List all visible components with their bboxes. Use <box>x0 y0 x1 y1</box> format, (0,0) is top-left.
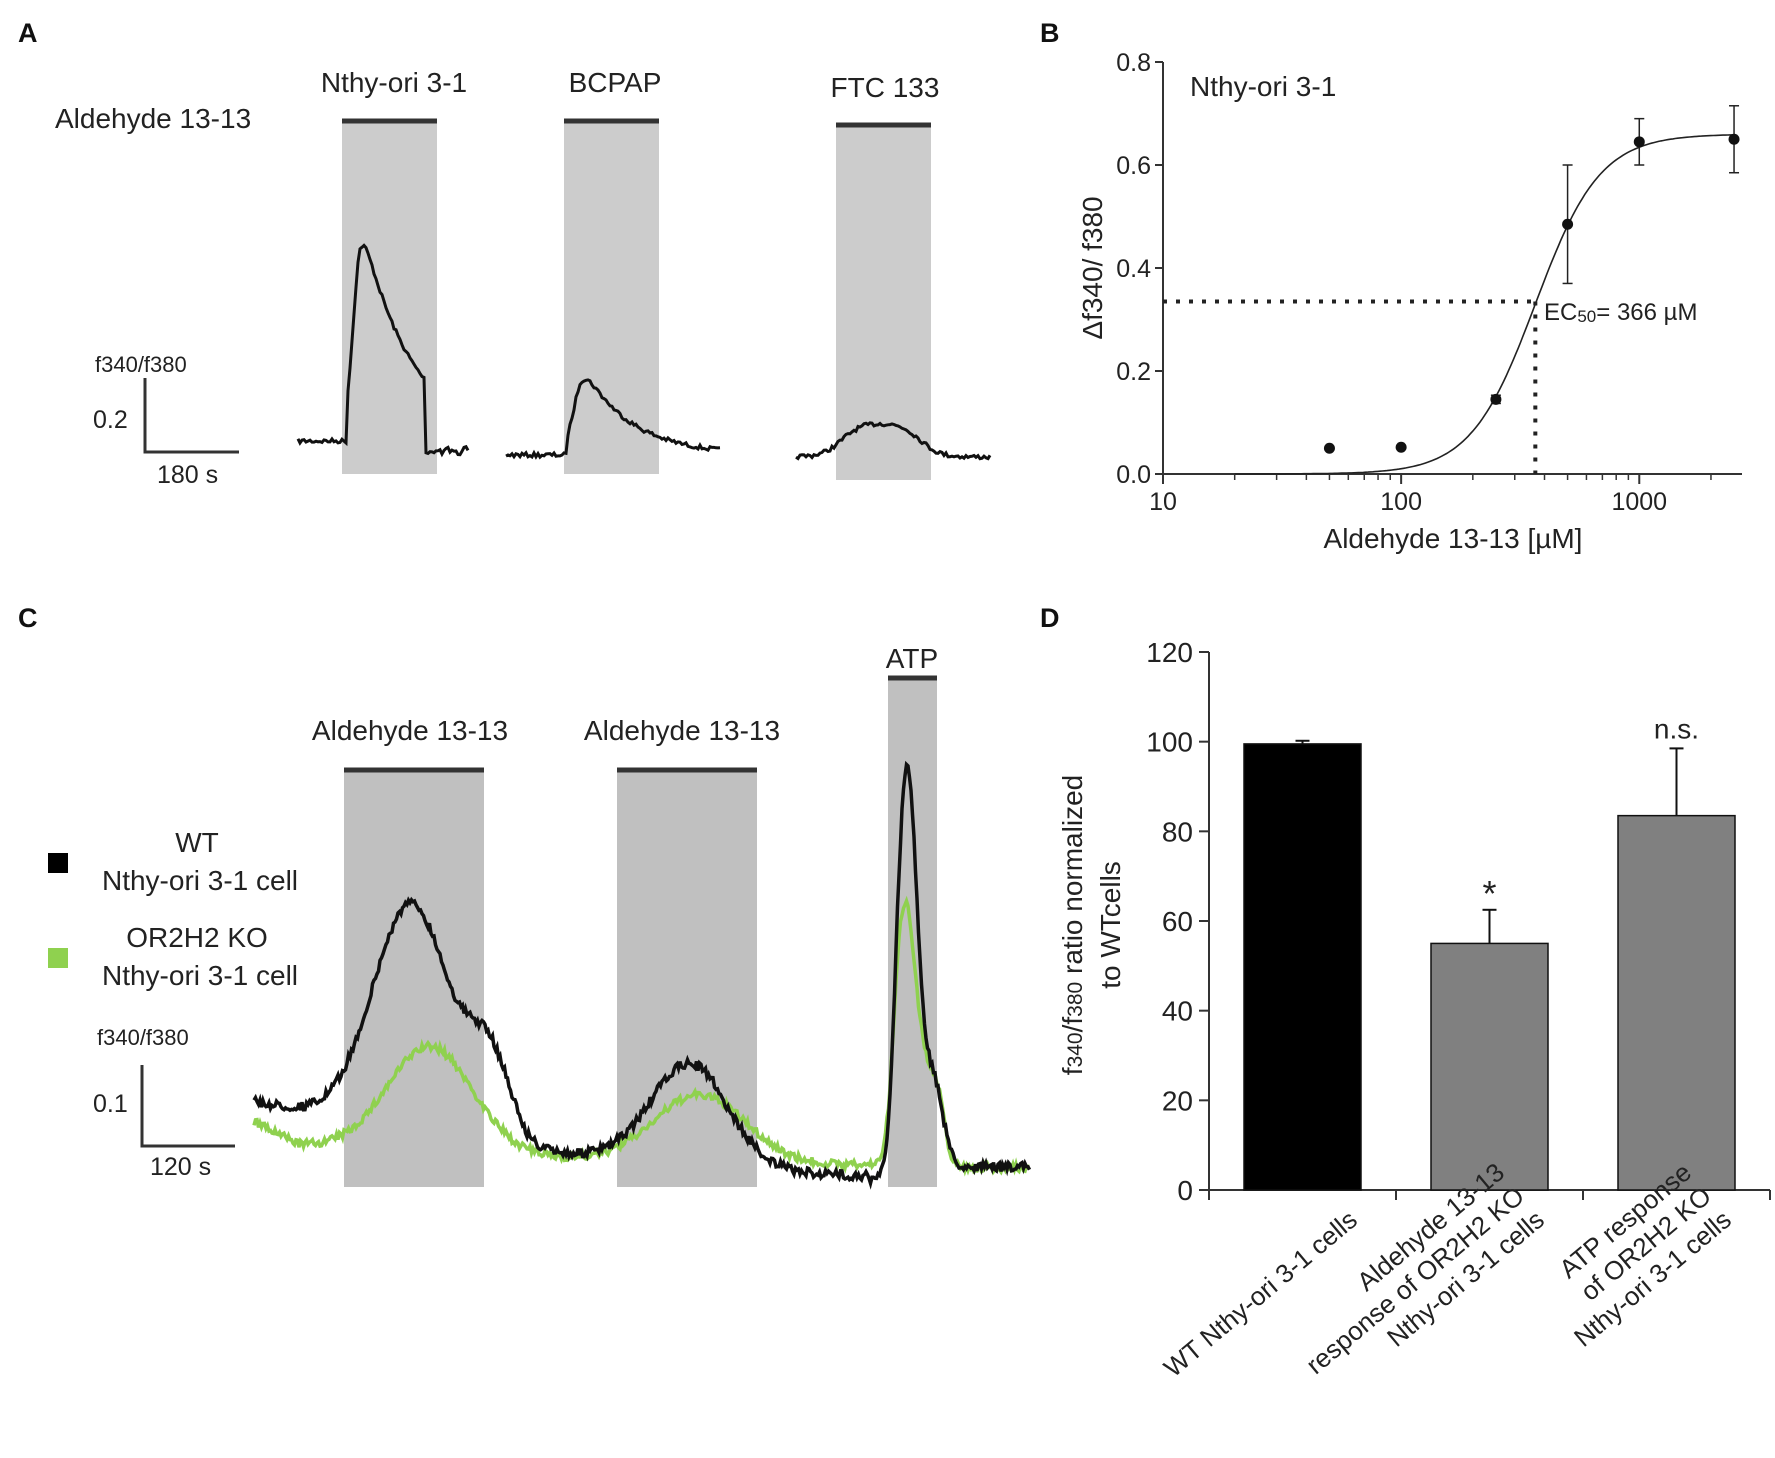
panel-b-title: Nthy-ori 3-1 <box>1190 71 1336 102</box>
stimulus-window-1 <box>344 770 484 1187</box>
panel-d-y-tick-label: 20 <box>1162 1085 1193 1116</box>
category-label: Aldehyde 13-13response of OR2H2 KONthy-o… <box>1280 1157 1549 1404</box>
panel-b-y-tick-label: 0.2 <box>1116 358 1151 386</box>
panel-a-scale-bar <box>143 378 239 454</box>
panel-d-bars: * n.s. <box>1243 713 1736 1191</box>
panel-d-y-tick-label: 80 <box>1162 816 1193 847</box>
data-point <box>1562 218 1574 230</box>
panel-b-data-points <box>1323 105 1740 454</box>
panel-d-ylabel-line1: f340/f380 ratio normalized <box>1057 775 1088 1075</box>
data-point <box>1323 442 1335 454</box>
panel-d-y-tick-label: 120 <box>1146 637 1193 668</box>
panel-b-x-tick-label: 10 <box>1149 488 1177 516</box>
panel-b-x-tick-label: 1000 <box>1611 488 1667 516</box>
panel-b-y-tick-label: 0.0 <box>1116 461 1151 489</box>
trace-ko <box>252 895 1030 1177</box>
data-point <box>1633 136 1645 148</box>
trace-wt <box>252 760 1032 1190</box>
legend-swatch-ko <box>48 948 68 968</box>
panel-a-letter: A <box>18 18 38 48</box>
stimulus-label-atp: ATP <box>886 643 938 674</box>
stimulus-window-bcpap <box>564 122 659 474</box>
data-point <box>1395 441 1407 453</box>
panel-c-scale-ylabel: f340/f380 <box>97 1025 189 1050</box>
legend-ko-line1: OR2H2 KO <box>126 922 268 953</box>
panel-d-y-tick-label: 60 <box>1162 906 1193 937</box>
stimulus-label-1: Aldehyde 13-13 <box>312 715 508 746</box>
dose-response-fit-curve <box>1234 134 1733 475</box>
panel-b-minor-ticks <box>1233 474 1712 480</box>
stimulus-label-2: Aldehyde 13-13 <box>584 715 780 746</box>
panel-c-scale-bar <box>140 1065 235 1148</box>
trace-nthy <box>296 243 470 458</box>
not-significant-label: n.s. <box>1654 713 1699 744</box>
trace-bcpap <box>505 378 721 460</box>
panel-d-x-ticks <box>1208 1190 1771 1200</box>
panel-b-y-tick-label: 0.6 <box>1116 152 1151 180</box>
legend-wt-line2: Nthy-ori 3-1 cell <box>102 865 298 896</box>
panel-a-scale-yvalue: 0.2 <box>93 406 128 434</box>
panel-b-xlabel: Aldehyde 13-13 [µM] <box>1324 523 1583 554</box>
panel-b-ylabel: Δf340/ f380 <box>1077 196 1108 339</box>
panel-b-letter: B <box>1040 18 1060 48</box>
data-point <box>1490 393 1502 405</box>
bar <box>1617 814 1736 1191</box>
significance-star: * <box>1482 873 1496 914</box>
stimulus-window-nthy <box>342 122 437 474</box>
panel-b-y-ticks: 0.0 0.2 0.4 0.6 0.8 <box>1116 49 1163 489</box>
panel-c-scale-xvalue: 120 s <box>150 1153 211 1181</box>
ec50-label: EC50= 366 µM <box>1544 299 1697 326</box>
cell-line-bcpap-label: BCPAP <box>569 67 662 98</box>
panel-d-y-tick-label: 40 <box>1162 996 1193 1027</box>
stimulus-window-ftc <box>836 125 931 480</box>
panel-d-y-tick-label: 100 <box>1146 727 1193 758</box>
panel-b-y-tick-label: 0.8 <box>1116 49 1151 77</box>
panel-d-letter: D <box>1040 603 1060 633</box>
panel-a-scale-ylabel: f340/f380 <box>95 352 187 377</box>
bar <box>1243 743 1362 1191</box>
panel-c-scale-yvalue: 0.1 <box>93 1090 128 1118</box>
panel-b-y-tick-label: 0.4 <box>1116 255 1151 283</box>
legend-swatch-wt <box>48 853 68 873</box>
data-point <box>1728 133 1740 145</box>
panel-a-stimulus-label: Aldehyde 13-13 <box>55 103 251 134</box>
panel-d-y-ticks: 0 20 40 60 80 100 120 <box>1146 637 1209 1206</box>
bar <box>1430 942 1549 1191</box>
legend-ko-line2: Nthy-ori 3-1 cell <box>102 960 298 991</box>
panel-d-ylabel-line2: to WTcells <box>1095 861 1126 989</box>
panel-b-x-tick-label: 100 <box>1380 488 1422 516</box>
panel-c-letter: C <box>18 603 38 633</box>
trace-ftc <box>795 421 992 461</box>
panel-d: D 0 20 40 60 80 100 120 * n.s. WT Nthy-ori 3-1 … <box>1040 603 1771 1404</box>
panel-a-scale-xvalue: 180 s <box>157 461 218 489</box>
cell-line-nthy-label: Nthy-ori 3-1 <box>321 67 467 98</box>
panel-d-y-tick-label: 0 <box>1177 1175 1193 1206</box>
cell-line-ftc-label: FTC 133 <box>831 72 940 103</box>
panel-b-x-ticks: 10 100 1000 <box>1149 474 1667 516</box>
legend-wt-line1: WT <box>175 827 219 858</box>
panel-b: B Nthy-ori 3-1 0.0 0.2 0.4 0.6 0.8 10 100 1000… <box>1040 18 1742 554</box>
panel-c: C Aldehyde 13-13 Aldehyde 13-13 ATP WT N… <box>18 603 1032 1190</box>
panel-a: A Aldehyde 13-13 Nthy-ori 3-1 BCPAP FTC … <box>18 18 992 489</box>
